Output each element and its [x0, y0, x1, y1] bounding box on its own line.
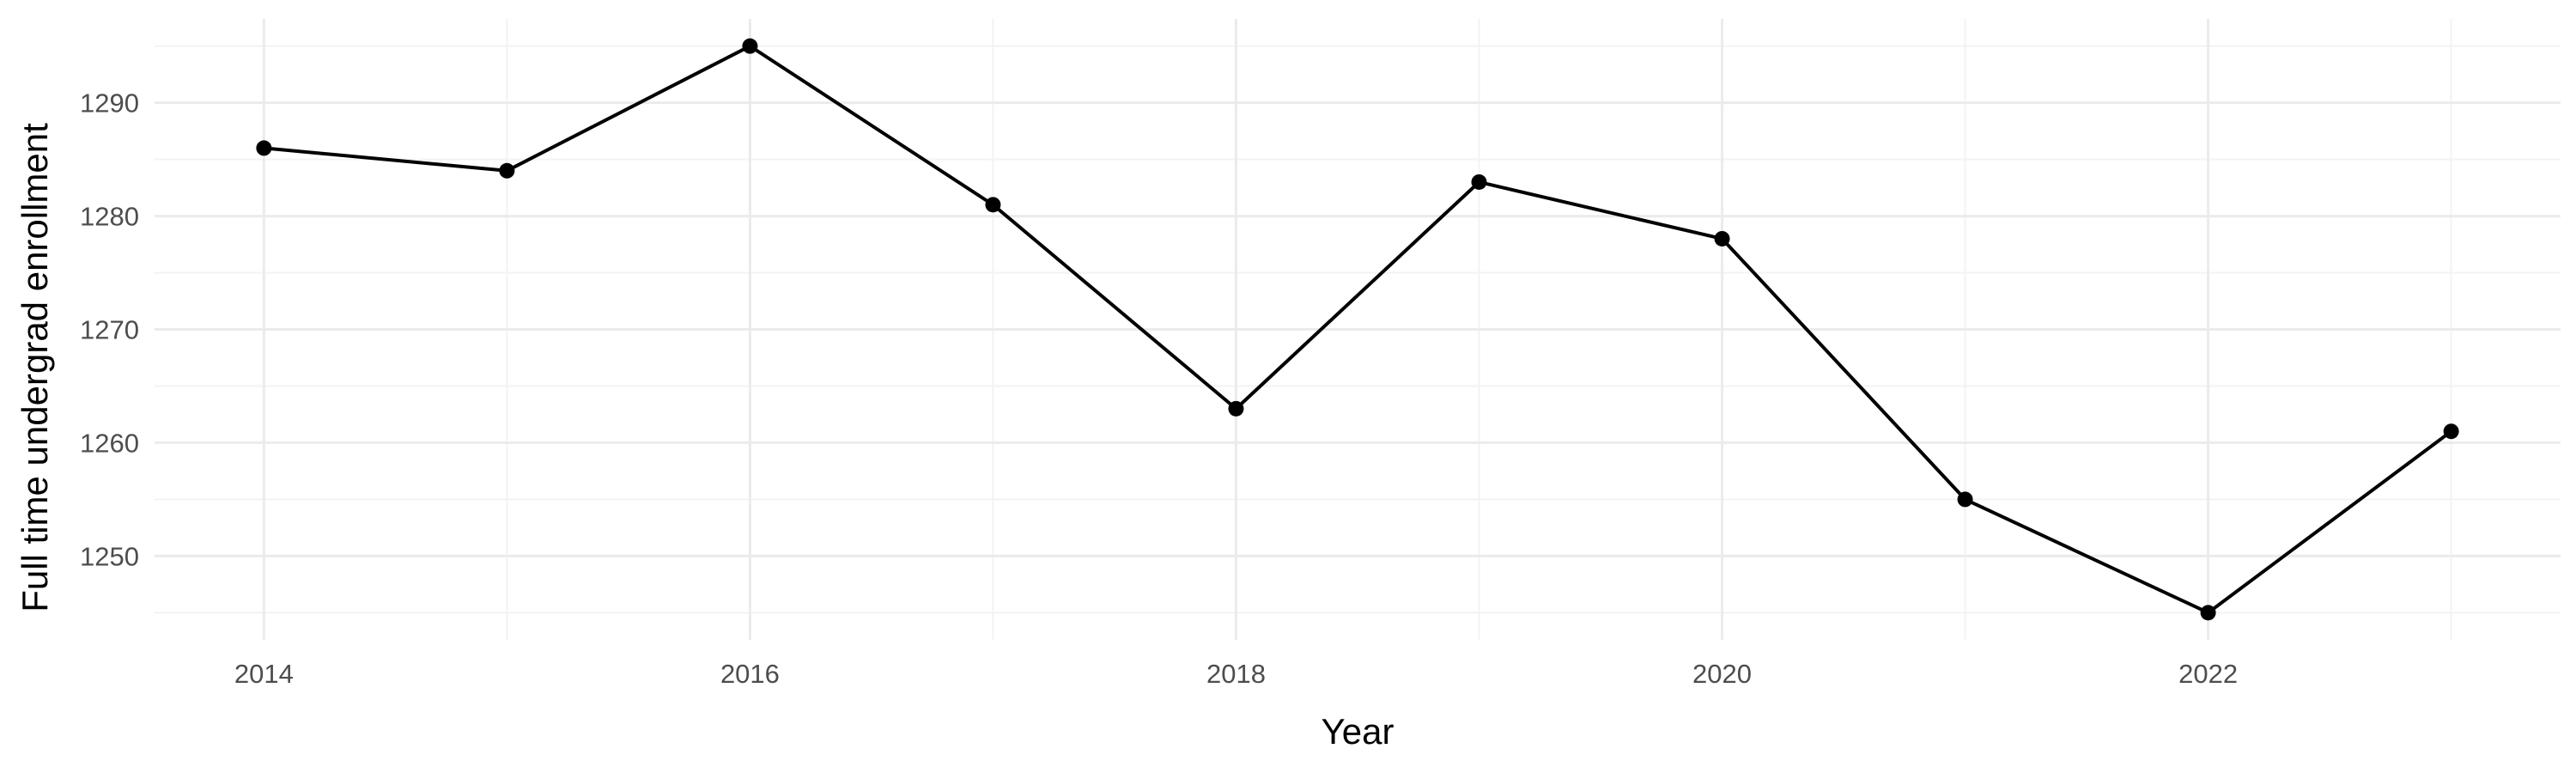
data-point-2019: [1471, 173, 1487, 190]
y-tick-label: 1250: [80, 541, 139, 571]
data-point-2018: [1228, 400, 1244, 417]
x-tick-label: 2022: [2178, 659, 2238, 689]
y-axis-title: Full time undergrad enrollment: [15, 123, 55, 612]
x-tick-label: 2016: [720, 659, 780, 689]
y-tick-label: 1290: [80, 88, 139, 119]
data-point-2015: [499, 162, 515, 179]
data-point-2021: [1957, 491, 1973, 508]
data-point-2022: [2200, 605, 2216, 621]
data-point-2016: [742, 38, 758, 54]
y-tick-label: 1280: [80, 202, 139, 232]
x-axis-title: Year: [1321, 711, 1394, 752]
x-tick-label: 2020: [1692, 659, 1752, 689]
data-point-2023: [2443, 423, 2459, 440]
y-tick-label: 1270: [80, 315, 139, 345]
x-tick-label: 2014: [234, 659, 294, 689]
y-tick-label: 1260: [80, 428, 139, 458]
x-tick-label: 2018: [1206, 659, 1266, 689]
x-tick-labels: 2014 2016 2018 2020 2022: [234, 659, 2238, 689]
data-point-2014: [256, 140, 272, 156]
series-line: [264, 44, 2452, 615]
data-point-2017: [985, 197, 1001, 213]
data-point-2020: [1714, 230, 1730, 247]
grid-layer: [155, 19, 2561, 640]
series-layer: [256, 38, 2459, 621]
y-tick-labels: 1250 1260 1270 1280 1290: [80, 88, 139, 572]
